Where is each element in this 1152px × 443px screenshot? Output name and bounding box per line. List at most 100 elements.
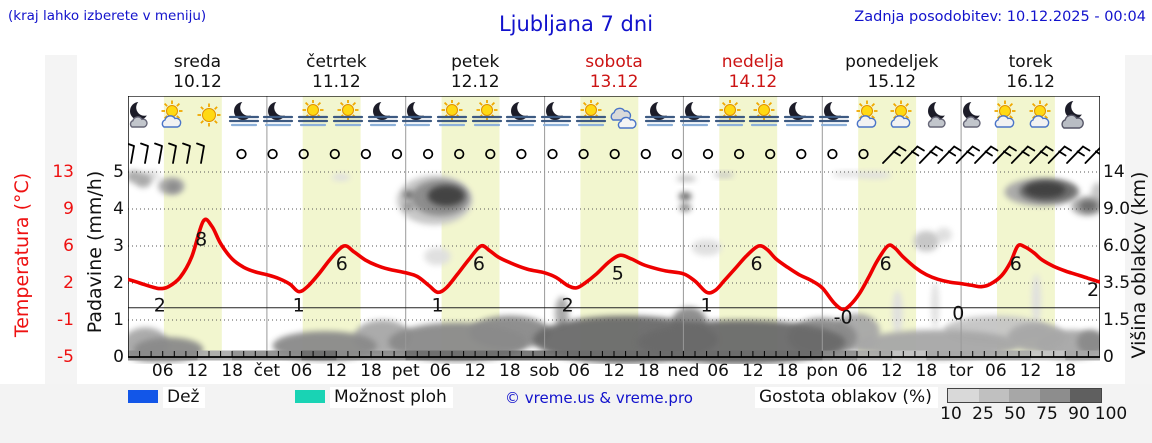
day-name: četrtek — [306, 52, 367, 72]
x-axis-label: pet — [391, 361, 420, 381]
tick-label: 2 — [113, 273, 124, 293]
max-temp-label: 6 — [1010, 253, 1022, 275]
density-swatch — [1070, 389, 1101, 402]
x-axis-label: 12 — [325, 361, 348, 381]
end-temp-label: 2 — [1087, 279, 1099, 301]
x-axis-label: 06 — [429, 361, 452, 381]
day-name: petek — [451, 52, 500, 72]
last-update-label: Zadnja posodobitev: 10.12.2025 - 00:04 — [854, 9, 1146, 25]
min-temp-label: 0 — [952, 303, 964, 325]
temperature-curve — [128, 217, 1100, 312]
x-axis-label: 12 — [1019, 361, 1042, 381]
rain-label: Dež — [163, 387, 206, 408]
density-tick-label: 10 — [940, 404, 962, 424]
x-axis-label: 06 — [985, 361, 1007, 381]
menu-hint: (kraj lahko izberete v meniju) — [8, 8, 207, 24]
x-axis-label: 18 — [776, 361, 799, 381]
day-header-ponedeljek: ponedeljek 15.12 — [822, 52, 961, 92]
day-date: 13.12 — [589, 72, 639, 92]
x-axis-label: 06 — [290, 361, 313, 381]
x-axis-label: tor — [949, 361, 974, 381]
day-date: 16.12 — [1006, 72, 1055, 92]
meteogram-chart: 8 6 6 5 6 6 6 2 1 1 2 1 -0 0 2 — [128, 96, 1100, 364]
tick-label: 6.0 — [1103, 236, 1131, 256]
tick-label: 1 — [113, 310, 124, 330]
max-temp-label: 6 — [336, 253, 348, 275]
x-axis-label: 06 — [568, 361, 591, 381]
page-title: Ljubljana 7 dni — [498, 12, 654, 36]
x-axis-label: 12 — [186, 361, 209, 381]
min-temp-label: -0 — [834, 307, 853, 329]
x-axis-label: 18 — [360, 361, 382, 381]
tick-label: 13 — [52, 162, 74, 182]
max-temp-label: 5 — [612, 262, 624, 284]
x-axis-label: 12 — [464, 361, 486, 381]
cloud-density-scale — [947, 388, 1102, 403]
density-tick-label: 25 — [972, 404, 994, 424]
tick-label: 3.5 — [1103, 273, 1131, 293]
x-axis-label: 12 — [880, 361, 903, 381]
tick-label: 14 — [1103, 162, 1125, 182]
min-temp-label: 1 — [293, 295, 305, 317]
tick-label: 0 — [113, 347, 124, 367]
density-swatch — [1039, 389, 1071, 402]
cloud-label-column-bg — [1125, 55, 1152, 385]
day-header-sobota: sobota 13.12 — [545, 52, 684, 92]
min-temp-label: 2 — [154, 295, 166, 317]
x-axis-label: 06 — [151, 361, 174, 381]
x-axis-label: 12 — [742, 361, 764, 381]
x-axis-label: 12 — [603, 361, 625, 381]
tick-label: 3 — [113, 236, 124, 256]
x-axis-label: 06 — [707, 361, 729, 381]
tick-label: -5 — [57, 347, 74, 367]
density-swatch — [948, 389, 979, 402]
max-temp-label: 6 — [751, 253, 763, 275]
temp-ticks-column-bg — [45, 55, 77, 385]
max-temp-label: 6 — [880, 253, 892, 275]
max-temp-label: 6 — [473, 253, 485, 275]
x-axis-label: 18 — [221, 361, 243, 381]
density-tick-label: 100 — [1094, 404, 1128, 424]
x-axis-label: 18 — [499, 361, 521, 381]
min-temp-label: 1 — [701, 295, 713, 317]
tick-label: -1 — [57, 310, 74, 330]
day-header-četrtek: četrtek 11.12 — [267, 52, 406, 92]
wind-symbols — [128, 142, 1100, 164]
day-date: 10.12 — [173, 72, 222, 92]
x-axis-label: 18 — [637, 361, 660, 381]
density-tick-label: 75 — [1036, 404, 1058, 424]
min-temp-label: 1 — [431, 295, 443, 317]
x-axis-label: 06 — [846, 361, 868, 381]
tick-label: 6 — [63, 236, 74, 256]
max-temp-label: 8 — [195, 228, 207, 250]
x-axis-label: ned — [667, 361, 700, 381]
showers-swatch — [295, 390, 325, 403]
tick-label: 1.5 — [1103, 310, 1131, 330]
day-date: 11.12 — [312, 72, 361, 92]
day-date: 12.12 — [450, 72, 500, 92]
day-name: sobota — [585, 52, 643, 72]
cloud-density-label: Gostota oblakov (%) — [755, 387, 938, 408]
day-name: sreda — [173, 52, 222, 72]
x-axis-label: 18 — [915, 361, 938, 381]
tick-label: 9 — [63, 199, 74, 219]
day-name: nedelja — [721, 52, 785, 72]
day-header-sreda: sreda 10.12 — [128, 52, 267, 92]
rain-swatch — [128, 390, 158, 403]
tick-label: 2 — [63, 273, 74, 293]
day-header-torek: torek 16.12 — [961, 52, 1100, 92]
copyright-link[interactable]: © vreme.us & vreme.pro — [505, 389, 693, 407]
day-name: torek — [1008, 52, 1053, 72]
day-name: ponedeljek — [845, 52, 939, 72]
x-axis-label: 18 — [1054, 361, 1077, 381]
temp-axis-label: Temperatura (°C) — [11, 172, 33, 338]
density-tick-label: 50 — [1004, 404, 1026, 424]
x-axis-label: čet — [253, 361, 281, 381]
day-header-petek: petek 12.12 — [406, 52, 545, 92]
x-axis-label: pon — [806, 361, 839, 381]
showers-label: Možnost ploh — [330, 387, 453, 408]
x-axis-label: sob — [529, 361, 560, 381]
density-swatch — [1009, 389, 1040, 402]
day-date: 14.12 — [728, 72, 778, 92]
